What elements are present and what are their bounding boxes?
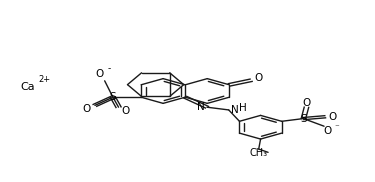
Text: O: O [82,104,91,114]
Text: Ca: Ca [21,82,35,92]
Text: S: S [110,92,116,102]
Text: O: O [255,74,263,83]
Text: O: O [302,98,310,108]
Text: O: O [324,126,332,136]
Text: CH₃: CH₃ [250,148,268,158]
Text: O: O [95,69,103,78]
Text: O: O [328,112,337,122]
Text: ⁻: ⁻ [334,123,339,132]
Text: 2+: 2+ [39,75,51,84]
Text: O: O [121,106,129,116]
Text: N: N [197,102,205,112]
Text: S: S [300,114,307,124]
Text: -: - [108,64,111,73]
Text: H: H [239,103,247,113]
Text: N: N [231,105,238,114]
